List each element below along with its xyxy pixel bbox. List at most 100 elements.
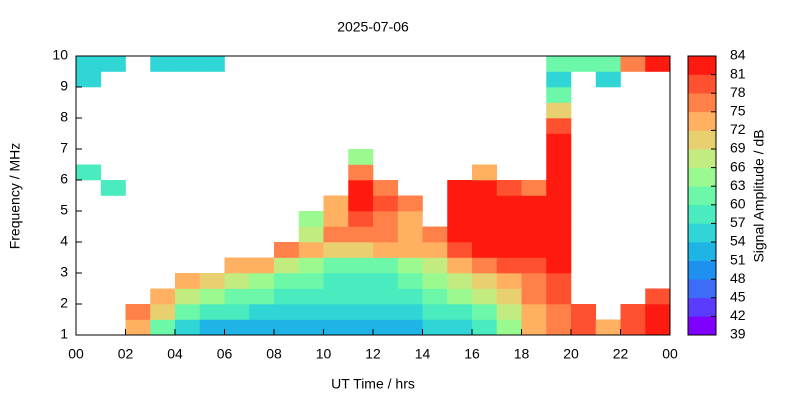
cell — [348, 319, 374, 336]
cell — [348, 180, 374, 196]
cell — [298, 226, 324, 243]
cell — [447, 180, 473, 196]
colorbar-swatch — [688, 56, 716, 75]
cell — [447, 304, 473, 320]
cell — [546, 288, 572, 305]
cell — [348, 226, 374, 243]
colorbar-swatch — [688, 204, 716, 224]
cell — [76, 71, 102, 88]
colorbar-tick-label: 84 — [730, 47, 746, 63]
cell — [373, 319, 399, 336]
cell — [274, 257, 300, 274]
x-axis-label: UT Time / hrs — [331, 376, 415, 392]
cell — [496, 319, 522, 336]
cell — [298, 288, 324, 305]
colorbar-tick-label: 60 — [730, 196, 746, 212]
cell — [298, 211, 324, 227]
y-tick-label: 1 — [60, 326, 68, 342]
cell — [397, 211, 423, 227]
cell — [323, 304, 349, 320]
cell — [620, 319, 646, 336]
colorbar-swatch — [688, 93, 716, 113]
colorbar-tick-label: 48 — [730, 270, 746, 286]
colorbar-tick-label: 75 — [730, 103, 746, 119]
cell — [323, 288, 349, 305]
cell — [298, 257, 324, 274]
cell — [323, 273, 349, 289]
cell — [373, 273, 399, 289]
cell — [472, 257, 498, 274]
cell — [397, 242, 423, 258]
y-tick-label: 5 — [60, 202, 68, 218]
cell — [546, 71, 572, 88]
cell — [521, 226, 547, 243]
cell — [397, 257, 423, 274]
cell — [496, 211, 522, 227]
cell — [546, 319, 572, 336]
cell — [397, 288, 423, 305]
cell — [373, 180, 399, 196]
cell — [175, 56, 201, 72]
cell — [125, 304, 151, 320]
cell — [199, 273, 225, 289]
cell — [571, 56, 597, 72]
cell — [249, 257, 275, 274]
x-tick-label: 10 — [316, 346, 332, 362]
cell — [620, 56, 646, 72]
cell — [422, 319, 448, 336]
cell — [546, 226, 572, 243]
colorbar-swatch — [688, 111, 716, 131]
cell — [620, 304, 646, 320]
cell — [373, 257, 399, 274]
cell — [348, 257, 374, 274]
x-tick-label: 08 — [266, 346, 282, 362]
y-tick-label: 2 — [60, 295, 68, 311]
cell — [323, 195, 349, 212]
cell — [546, 304, 572, 320]
colorbar-label: Signal Amplitude / dB — [751, 129, 767, 262]
cell — [323, 242, 349, 258]
x-tick-label: 16 — [464, 346, 480, 362]
cell — [274, 304, 300, 320]
cell — [422, 273, 448, 289]
cell — [397, 319, 423, 336]
cell — [150, 56, 176, 72]
cell — [472, 211, 498, 227]
cell — [472, 226, 498, 243]
cell — [76, 164, 102, 181]
cell — [175, 319, 201, 336]
cell — [150, 319, 176, 336]
y-tick-label: 6 — [60, 171, 68, 187]
cell — [175, 288, 201, 305]
cell — [472, 242, 498, 258]
cell — [373, 226, 399, 243]
cell — [546, 149, 572, 165]
colorbar-swatch — [688, 297, 716, 317]
cell — [224, 257, 250, 274]
cell — [645, 56, 671, 72]
cell — [175, 273, 201, 289]
cell — [496, 195, 522, 212]
x-tick-label: 00 — [68, 346, 84, 362]
cell — [472, 180, 498, 196]
cell — [546, 273, 572, 289]
cell — [447, 195, 473, 212]
cell — [472, 164, 498, 181]
x-tick-label: 00 — [662, 346, 678, 362]
cell — [496, 304, 522, 320]
cell — [224, 319, 250, 336]
cell — [546, 118, 572, 134]
cell — [274, 288, 300, 305]
cell — [496, 273, 522, 289]
cell — [447, 242, 473, 258]
cell — [175, 304, 201, 320]
y-axis-label: Frequency / MHz — [7, 143, 23, 250]
cell — [274, 273, 300, 289]
cell — [348, 273, 374, 289]
cell — [298, 319, 324, 336]
cell — [422, 304, 448, 320]
cell — [496, 180, 522, 196]
x-tick-label: 12 — [365, 346, 381, 362]
cell — [224, 288, 250, 305]
cell — [249, 304, 275, 320]
